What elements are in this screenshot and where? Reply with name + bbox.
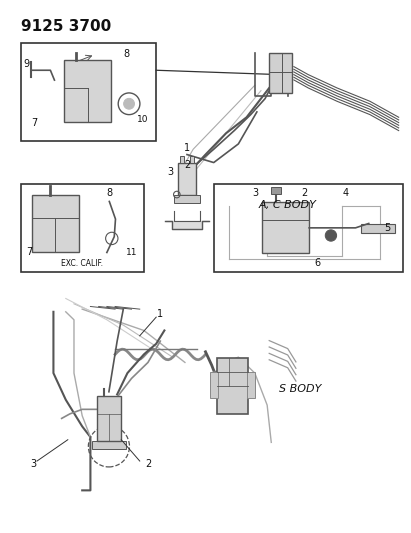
- Text: 7: 7: [31, 118, 37, 128]
- Text: 3: 3: [30, 459, 36, 469]
- Text: 8: 8: [106, 188, 112, 198]
- Text: 5: 5: [385, 223, 391, 233]
- Bar: [174, 195, 200, 203]
- Bar: [269, 53, 292, 93]
- Text: 1: 1: [157, 310, 163, 319]
- Circle shape: [325, 230, 337, 241]
- Bar: [271, 188, 281, 193]
- Bar: [217, 358, 247, 415]
- Bar: [32, 195, 79, 252]
- Bar: [180, 156, 185, 163]
- Bar: [97, 395, 121, 441]
- Text: S BODY: S BODY: [279, 384, 322, 394]
- Text: 3: 3: [252, 188, 259, 198]
- Text: 2: 2: [301, 188, 307, 198]
- Bar: [214, 184, 403, 272]
- Circle shape: [124, 99, 134, 109]
- Bar: [262, 203, 309, 253]
- Text: 9125 3700: 9125 3700: [21, 19, 111, 34]
- Bar: [210, 373, 218, 398]
- Text: A, C BODY: A, C BODY: [259, 200, 317, 210]
- Bar: [21, 184, 144, 272]
- Bar: [189, 156, 194, 163]
- Text: 3: 3: [168, 167, 173, 176]
- Text: 9: 9: [23, 59, 29, 69]
- Text: 1: 1: [184, 143, 190, 152]
- Text: 11: 11: [126, 248, 137, 257]
- Bar: [92, 441, 126, 449]
- Text: 8: 8: [123, 50, 129, 60]
- Text: 7: 7: [26, 247, 32, 257]
- Bar: [247, 373, 255, 398]
- Text: 4: 4: [343, 188, 349, 198]
- Text: 2: 2: [145, 459, 151, 469]
- Text: EXC. CALIF.: EXC. CALIF.: [61, 259, 103, 268]
- Polygon shape: [165, 221, 209, 229]
- Bar: [64, 60, 111, 122]
- Bar: [178, 163, 196, 195]
- Text: 2: 2: [184, 160, 190, 170]
- Text: 10: 10: [137, 115, 148, 124]
- Bar: [361, 224, 395, 233]
- Text: 6: 6: [315, 258, 321, 268]
- Bar: [21, 43, 156, 141]
